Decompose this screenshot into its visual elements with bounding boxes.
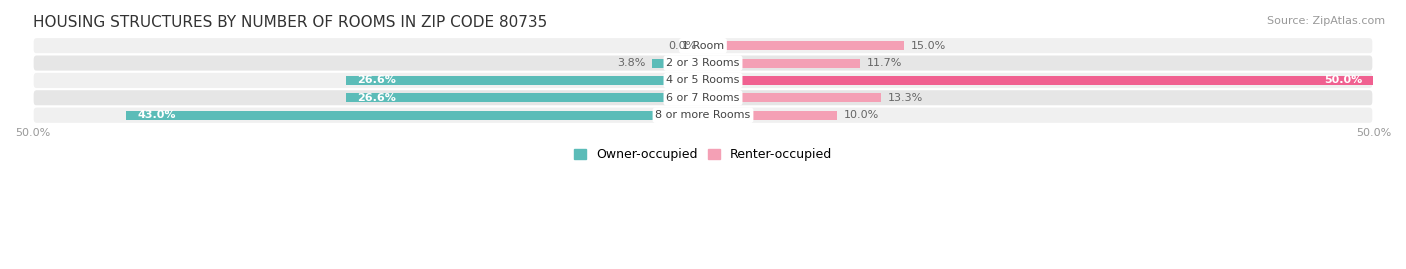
Bar	[346, 76, 703, 85]
FancyBboxPatch shape	[32, 54, 1374, 72]
Text: 11.7%: 11.7%	[866, 58, 901, 68]
Bar	[703, 59, 860, 68]
Text: Source: ZipAtlas.com: Source: ZipAtlas.com	[1267, 16, 1385, 26]
Text: 8 or more Rooms: 8 or more Rooms	[655, 110, 751, 120]
FancyBboxPatch shape	[32, 37, 1374, 54]
Bar	[703, 93, 882, 102]
Legend: Owner-occupied, Renter-occupied: Owner-occupied, Renter-occupied	[568, 143, 838, 166]
Text: 3.8%: 3.8%	[617, 58, 645, 68]
FancyBboxPatch shape	[32, 72, 1374, 89]
Text: 26.6%: 26.6%	[357, 76, 396, 86]
Text: 15.0%: 15.0%	[911, 41, 946, 51]
Text: 26.6%: 26.6%	[357, 93, 396, 103]
Text: 13.3%: 13.3%	[889, 93, 924, 103]
Text: 2 or 3 Rooms: 2 or 3 Rooms	[666, 58, 740, 68]
Bar	[703, 76, 1374, 85]
Text: 4 or 5 Rooms: 4 or 5 Rooms	[666, 76, 740, 86]
Bar	[652, 59, 703, 68]
Bar	[703, 41, 904, 50]
Text: 1 Room: 1 Room	[682, 41, 724, 51]
Text: HOUSING STRUCTURES BY NUMBER OF ROOMS IN ZIP CODE 80735: HOUSING STRUCTURES BY NUMBER OF ROOMS IN…	[32, 15, 547, 30]
Bar	[703, 111, 837, 120]
FancyBboxPatch shape	[32, 89, 1374, 107]
Bar	[127, 111, 703, 120]
FancyBboxPatch shape	[32, 107, 1374, 124]
Text: 6 or 7 Rooms: 6 or 7 Rooms	[666, 93, 740, 103]
Text: 10.0%: 10.0%	[844, 110, 879, 120]
Text: 50.0%: 50.0%	[1324, 76, 1362, 86]
Text: 43.0%: 43.0%	[138, 110, 176, 120]
Text: 0.0%: 0.0%	[668, 41, 696, 51]
Bar	[346, 93, 703, 102]
